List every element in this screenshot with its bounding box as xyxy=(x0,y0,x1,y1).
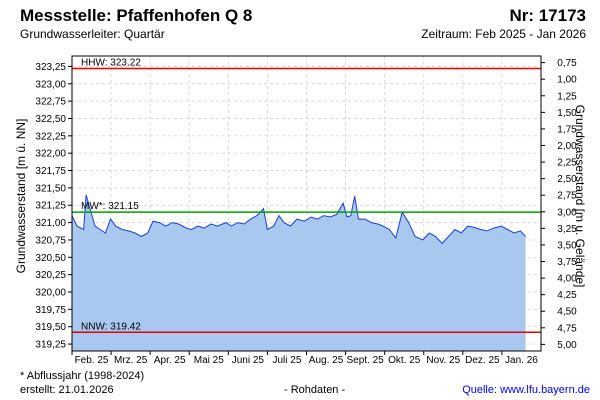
x-tick-label: Okt. 25 xyxy=(388,355,421,366)
footnote: * Abflussjahr (1998-2024) xyxy=(20,370,145,382)
y-right-tick-label: 4,00 xyxy=(557,274,577,285)
station-number: Nr: 17173 xyxy=(509,6,586,25)
y-right-tick-label: 4,75 xyxy=(557,323,577,334)
y-left-tick-label: 320,00 xyxy=(35,288,66,299)
y-right-tick-label: 3,00 xyxy=(557,207,577,218)
y-left-tick-label: 320,75 xyxy=(35,235,66,246)
source-link[interactable]: www.lfu.bayern.de xyxy=(500,384,590,396)
y-right-tick-label: 2,25 xyxy=(557,158,577,169)
hhw-label: HHW: 323.22 xyxy=(81,57,141,68)
y-left-tick-label: 322,50 xyxy=(35,114,66,125)
y-right-tick-label: 3,25 xyxy=(557,224,577,235)
y-left-tick-label: 319,25 xyxy=(35,340,66,351)
y-right-tick-label: 3,75 xyxy=(557,257,577,268)
y-left-tick-label: 319,50 xyxy=(35,322,66,333)
x-tick-label: Apr. 25 xyxy=(154,355,186,366)
y-right-tick-label: 1,75 xyxy=(557,124,577,135)
y-left-ticks: 323,25 323,00 322,75 322,50 322,25 322,00 321,… xyxy=(35,62,72,351)
y-axis-right-label: Grundwasserstand [m u. Gelände] xyxy=(573,105,587,288)
y-right-ticks: 0,75 1,00 1,25 1,50 1,75 2,00 2,25 2,50 2,75 3,00… xyxy=(541,58,577,351)
y-left-tick-label: 323,25 xyxy=(35,62,66,73)
x-tick-label: Juni 25 xyxy=(232,355,265,366)
y-right-tick-label: 1,00 xyxy=(557,75,577,86)
y-right-tick-label: 3,50 xyxy=(557,240,577,251)
y-right-tick-label: 1,50 xyxy=(557,108,577,119)
y-right-tick-label: 4,25 xyxy=(557,290,577,301)
y-right-tick-label: 2,75 xyxy=(557,191,577,202)
level-area xyxy=(72,194,526,351)
x-tick-label: Mai 25 xyxy=(194,355,224,366)
period-label: Zeitraum: Feb 2025 - Jan 2026 xyxy=(421,27,586,41)
station-title: Messstelle: Pfaffenhofen Q 8 xyxy=(20,6,253,25)
y-left-tick-label: 320,25 xyxy=(35,270,66,281)
y-left-tick-label: 321,50 xyxy=(35,183,66,194)
y-left-tick-label: 321,25 xyxy=(35,201,66,212)
x-ticks: Feb. 25 Mrz. 25 Apr. 25 Mai 25 Juni 25 Juli 2… xyxy=(71,351,538,366)
y-left-tick-label: 322,75 xyxy=(35,97,66,108)
x-tick-label: Jan. 26 xyxy=(505,355,538,366)
reference-lines: HHW: 323.22 MW*: 321.15 NNW: 319.42 xyxy=(72,57,541,334)
x-tick-label: Nov. 25 xyxy=(426,355,460,366)
mw-label: MW*: 321.15 xyxy=(81,201,139,212)
created-date: erstellt: 21.01.2026 xyxy=(20,384,114,396)
x-tick-label: Dez. 25 xyxy=(465,355,500,366)
y-left-tick-label: 321,00 xyxy=(35,218,66,229)
y-right-tick-label: 0,75 xyxy=(557,58,577,69)
aquifer-label: Grundwasserleiter: Quartär xyxy=(20,27,165,41)
y-right-tick-label: 5,00 xyxy=(557,340,577,351)
y-left-tick-label: 322,00 xyxy=(35,149,66,160)
raw-data-label: - Rohdaten - xyxy=(284,384,346,396)
x-tick-label: Sept. 25 xyxy=(346,355,384,366)
level-line xyxy=(71,194,526,245)
y-right-tick-label: 4,50 xyxy=(557,307,577,318)
source-label: Quelle: xyxy=(462,384,498,396)
y-left-tick-label: 319,75 xyxy=(35,305,66,316)
x-tick-label: Juli 25 xyxy=(273,355,302,366)
y-right-tick-label: 1,25 xyxy=(557,91,577,102)
y-left-tick-label: 323,00 xyxy=(35,79,66,90)
source: Quelle: www.lfu.bayern.de xyxy=(462,384,590,396)
x-tick-label: Mrz. 25 xyxy=(114,355,148,366)
nnw-label: NNW: 319.42 xyxy=(81,321,141,332)
y-left-tick-label: 321,75 xyxy=(35,166,66,177)
y-left-tick-label: 320,50 xyxy=(35,253,66,264)
y-right-tick-label: 2,00 xyxy=(557,141,577,152)
x-tick-label: Feb. 25 xyxy=(75,355,109,366)
y-left-tick-label: 322,25 xyxy=(35,131,66,142)
y-axis-left-label: Grundwasserstand [m ü. NN] xyxy=(14,119,28,274)
x-tick-label: Aug. 25 xyxy=(309,355,344,366)
y-right-tick-label: 2,50 xyxy=(557,174,577,185)
